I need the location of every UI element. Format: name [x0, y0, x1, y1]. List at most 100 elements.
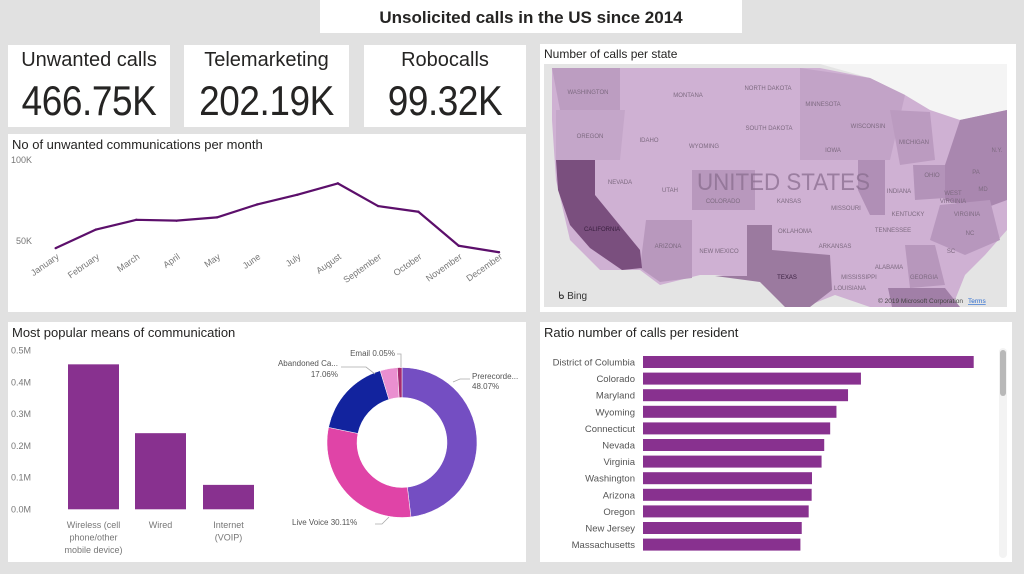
x-tick-label: mobile device) [64, 545, 122, 555]
state-label: KENTUCKY [892, 212, 925, 218]
state-label: NEW MEXICO [699, 249, 739, 255]
donut-label-value: 17.06% [311, 370, 338, 379]
category-label: Virginia [603, 457, 635, 468]
x-tick-label: August [314, 251, 343, 276]
line-chart-panel[interactable]: No of unwanted communications per month … [8, 134, 526, 312]
card-label: Unwanted calls [21, 49, 157, 71]
x-tick-label: February [66, 251, 102, 280]
state-label: VIRGINIA [954, 212, 980, 218]
state-washington [552, 68, 620, 110]
state-arizona [640, 220, 692, 282]
donut-slice [397, 367, 403, 398]
state-label: TEXAS [777, 275, 797, 281]
hbar [643, 505, 809, 518]
line-point [94, 228, 98, 231]
hbar [643, 372, 861, 385]
state-texas [715, 225, 832, 307]
state-label: WYOMING [689, 144, 719, 150]
card-label: Telemarketing [204, 49, 329, 71]
y-tick-label: 0.4M [11, 377, 31, 387]
line-point [215, 216, 219, 219]
card-label: Robocalls [401, 49, 489, 71]
y-tick-label: 0.5M [11, 346, 31, 356]
card-value: 466.75K [21, 77, 157, 124]
state-northeast [945, 110, 1007, 210]
bing-logo: ᑲ Bing [558, 291, 587, 302]
ratio-chart: District of Columbia Colorado Maryland Wyom… [553, 356, 974, 551]
card-telemarketing[interactable]: Telemarketing 202.19K [184, 45, 349, 127]
hbar [643, 389, 849, 402]
state-label: WASHINGTON [567, 90, 608, 96]
state-label: N.Y. [992, 148, 1003, 154]
means-chart-title: Most popular means of communication [12, 325, 236, 340]
state-label: MINNESOTA [805, 102, 840, 108]
state-label: WEST [944, 191, 962, 197]
line-point [175, 219, 178, 222]
column-bar [203, 484, 254, 510]
line-chart: 100K 50K January February March April May Jun… [11, 155, 504, 285]
hbar [643, 356, 974, 368]
line-point [296, 193, 299, 196]
state-label: MONTANA [673, 93, 703, 99]
line-point [54, 246, 57, 250]
state-label: LOUISIANA [834, 286, 866, 292]
x-tick-label: March [115, 251, 141, 274]
canada-region [820, 64, 1007, 120]
state-label: ALABAMA [875, 265, 903, 271]
x-tick-label: (VOIP) [215, 533, 243, 543]
x-tick-label: Internet [213, 520, 244, 530]
leader-line [341, 366, 376, 375]
column-bar [135, 433, 186, 510]
category-label: District of Columbia [553, 358, 636, 369]
x-tick-label: October [392, 251, 424, 278]
line-point [336, 182, 339, 185]
donut-slice [401, 367, 478, 518]
state-label: VIRGINIA [940, 199, 966, 205]
donut-label-value: 48.07% [472, 382, 499, 391]
donut-slice [326, 427, 412, 518]
y-tick-label: 0.1M [11, 473, 31, 483]
scrollbar-thumb[interactable] [1000, 350, 1006, 396]
leader-line [397, 353, 402, 367]
donut-label-name: Abandoned Ca... [278, 359, 338, 368]
map-terms-link[interactable]: Terms [968, 298, 986, 305]
y-tick-label: 50K [16, 236, 32, 246]
card-unwanted-calls[interactable]: Unwanted calls 466.75K [8, 45, 170, 127]
line-point [497, 251, 501, 254]
state-virginia-nc [930, 200, 1000, 255]
state-michigan [890, 110, 935, 165]
card-robocalls[interactable]: Robocalls 99.32K [364, 45, 526, 127]
state-label: WISCONSIN [851, 124, 886, 130]
donut-label: Live Voice 30.11% [292, 518, 357, 527]
state-label: KANSAS [777, 199, 801, 205]
donut-slice [328, 370, 390, 434]
state-label: SC [947, 249, 956, 255]
category-label: Arizona [603, 490, 636, 501]
scrollbar-track[interactable] [999, 348, 1007, 558]
map-panel[interactable]: Number of calls per state WASHINGTON MONT… [540, 44, 1016, 312]
state-label: OKLAHOMA [778, 229, 812, 235]
line-point [417, 210, 420, 213]
page-title: Unsolicited calls in the US since 2014 [379, 8, 683, 27]
state-ohio [913, 165, 945, 200]
leader-line [375, 516, 390, 525]
category-label: New Jersey [585, 524, 635, 535]
us-map[interactable]: WASHINGTON MONTANA NORTH DAKOTA MINNESOTA OR… [544, 64, 1007, 307]
map-copyright: © 2019 Microsoft Corporation [878, 297, 963, 305]
y-tick-label: 0.3M [11, 409, 31, 419]
category-label: Wyoming [595, 407, 635, 418]
hbar [643, 422, 831, 435]
line-series [55, 182, 500, 254]
ratio-chart-title: Ratio number of calls per resident [544, 325, 739, 340]
x-tick-label: Wireless (cell [67, 520, 121, 530]
ratio-panel[interactable]: Ratio number of calls per resident Distr… [540, 322, 1012, 562]
state-label: OREGON [577, 134, 604, 140]
state-label: NORTH DAKOTA [744, 86, 791, 92]
state-oregon [556, 110, 625, 160]
category-label: Washington [585, 474, 635, 485]
line-chart-title: No of unwanted communications per month [12, 137, 263, 152]
donut-label: Email 0.05% [350, 349, 395, 358]
x-tick-label: December [464, 251, 504, 283]
hbar [643, 472, 812, 485]
means-panel[interactable]: Most popular means of communication 0.5M… [8, 322, 526, 562]
